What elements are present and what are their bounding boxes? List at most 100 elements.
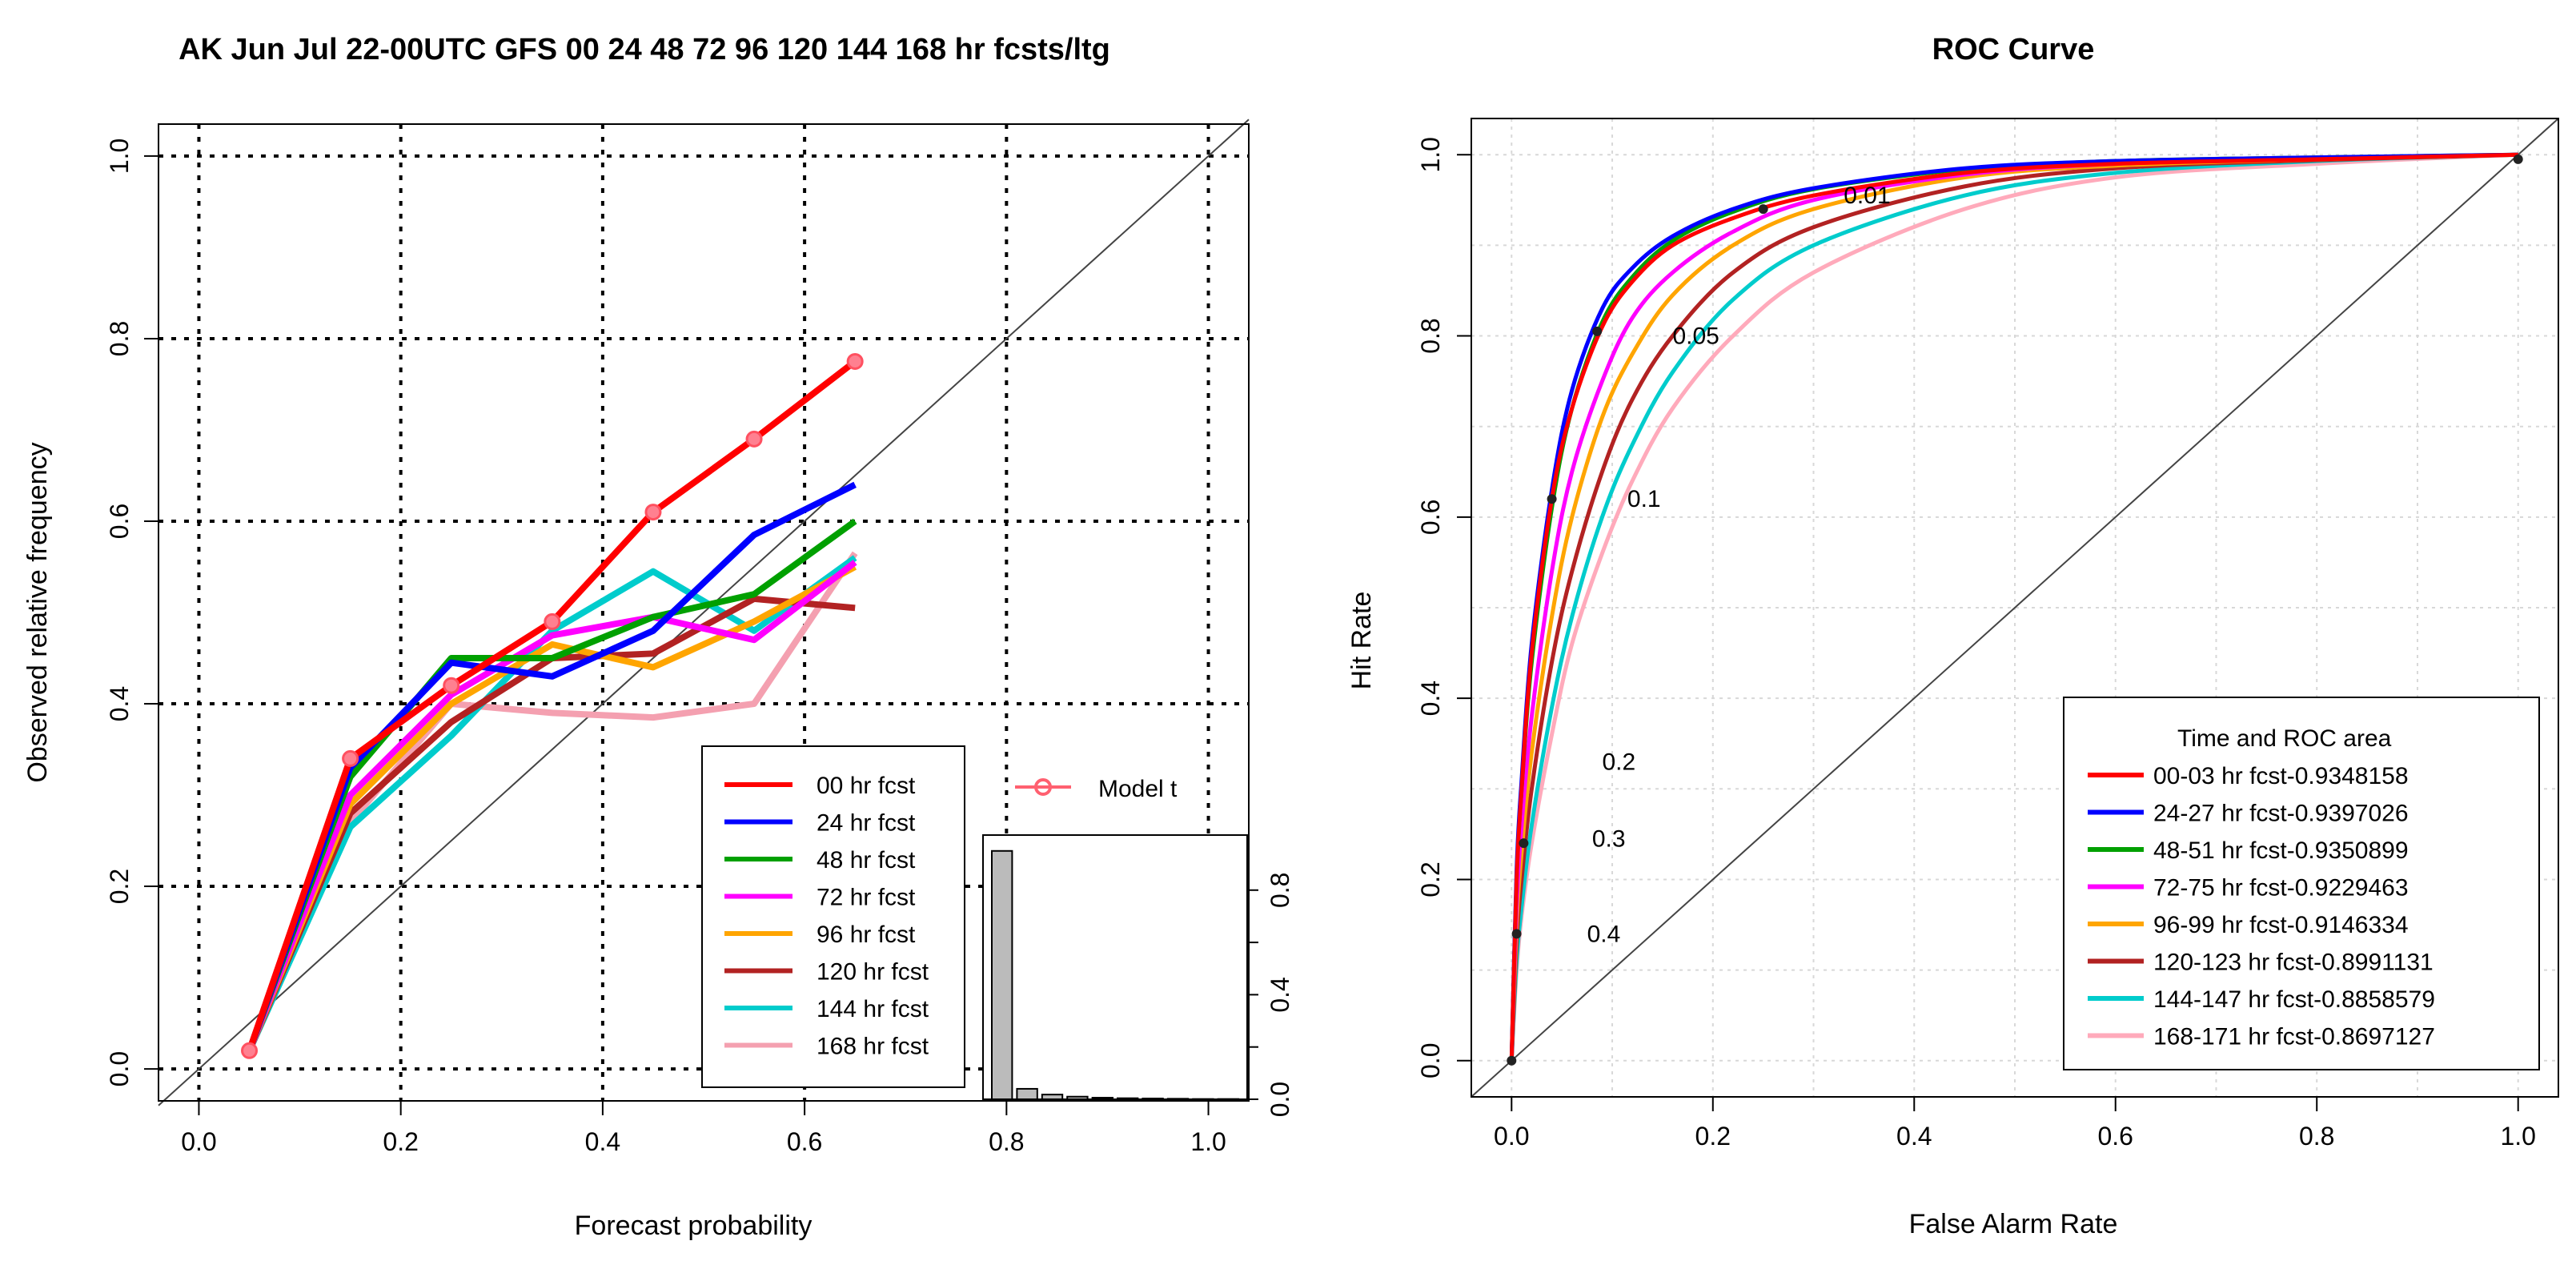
x-tick-label-5: 1.0	[1190, 1127, 1226, 1156]
inset-histogram: 0.0 0.4 0.8	[982, 834, 1294, 1117]
model-point-3	[544, 612, 561, 630]
model-point-5	[745, 430, 763, 448]
legend-label-4: 96 hr fcst	[817, 922, 916, 948]
reliability-series	[241, 352, 864, 1059]
roc-annotation-3: 0.2	[1602, 749, 1635, 775]
reliability-x-ticks: 0.0 0.2 0.4 0.6 0.8 1.0	[181, 1101, 1226, 1156]
roc-x-ticks: 0.0 0.2 0.4 0.6 0.8 1.0	[1494, 1097, 2536, 1151]
histogram-bar-6	[1142, 1098, 1164, 1100]
roc-legend-label-0: 00-03 hr fcst-0.9348158	[2153, 763, 2409, 789]
roc-line-6	[1509, 152, 2518, 1061]
reliability-y-ticks: 0.0 0.2 0.4 0.6 0.8 1.0	[105, 139, 158, 1086]
roc-plot-frame	[1471, 118, 2559, 1098]
roc-marker-6	[2513, 154, 2523, 164]
reliability-legend-box	[701, 745, 965, 1088]
histogram-bar-0	[991, 849, 1013, 1100]
model-point-1	[342, 749, 359, 767]
roc-marker-1	[1511, 929, 1522, 939]
histogram-bar-4	[1091, 1097, 1113, 1100]
roc-y-label: Hit Rate	[1346, 592, 1377, 690]
x-tick-label-3: 0.6	[787, 1127, 822, 1156]
reliability-diagonal	[158, 118, 1250, 1106]
roc-legend-box	[2063, 697, 2540, 1070]
reliability-legend: 00 hr fcst 24 hr fcst 48 hr fcst 72 hr fcst…	[701, 745, 965, 1088]
roc-y-tick-label-2: 0.4	[1416, 681, 1445, 716]
x-tick-label-2: 0.4	[585, 1127, 620, 1156]
reliability-y-label: Observed relative frequency	[22, 442, 53, 782]
legend-label-5: 120 hr fcst	[817, 959, 929, 986]
reliability-line-4	[246, 564, 857, 1052]
roc-y-tick-label-5: 1.0	[1416, 137, 1445, 172]
model-point-2	[443, 677, 460, 694]
legend-label-3: 72 hr fcst	[817, 885, 916, 911]
inset-frame	[982, 834, 1248, 1100]
roc-series	[1509, 152, 2518, 1061]
roc-legend-label-3: 72-75 hr fcst-0.9229463	[2153, 875, 2409, 902]
legend-label-2: 48 hr fcst	[817, 847, 916, 873]
roc-legend-title: Time and ROC area	[2177, 725, 2392, 752]
roc-chart: ROC Curve 0.01 0.05 0.1 0.2 0.3 0.4 0.0 0.2 0.4…	[1346, 33, 2559, 1239]
histogram-bar-1	[1016, 1087, 1038, 1100]
reliability-x-label: Forecast probability	[575, 1211, 813, 1241]
roc-marker-3	[1547, 494, 1557, 504]
histogram-bar-3	[1066, 1095, 1089, 1101]
roc-y-ticks: 0.0 0.2 0.4 0.6 0.8 1.0	[1416, 137, 1471, 1078]
y-tick-label-4: 0.8	[105, 321, 134, 356]
legend-label-0: 00 hr fcst	[817, 773, 916, 799]
roc-legend-label-1: 24-27 hr fcst-0.9397026	[2153, 801, 2409, 827]
x-tick-label-4: 0.8	[989, 1127, 1024, 1156]
y-tick-label-1: 0.2	[105, 869, 134, 904]
roc-legend-label-2: 48-51 hr fcst-0.9350899	[2153, 837, 2409, 864]
roc-marker-2	[1519, 838, 1529, 849]
model-legend-marker	[1034, 778, 1052, 796]
roc-annotation-2: 0.1	[1627, 486, 1661, 512]
roc-marker-4	[1592, 326, 1603, 336]
x-tick-label-1: 0.2	[383, 1127, 418, 1156]
roc-line-0	[1509, 152, 2518, 1061]
roc-y-tick-label-1: 0.2	[1416, 861, 1445, 897]
histogram-bar-5	[1117, 1097, 1139, 1100]
roc-threshold-markers	[1507, 154, 2523, 1066]
reliability-chart: AK Jun Jul 22-00UTC GFS 00 24 48 72 96 1…	[22, 33, 1294, 1241]
roc-marker-5	[1758, 204, 1768, 215]
y-tick-label-5: 1.0	[105, 139, 134, 174]
reliability-grid	[158, 124, 1249, 1101]
roc-legend-label-5: 120-123 hr fcst-0.8991131	[2153, 950, 2434, 976]
legend-label-7: 168 hr fcst	[817, 1034, 929, 1060]
reliability-line-3	[246, 560, 857, 1052]
reliability-line-6	[246, 555, 857, 1052]
y-tick-label-2: 0.4	[105, 686, 134, 721]
y-tick-label-3: 0.6	[105, 504, 134, 539]
roc-legend-label-6: 144-147 hr fcst-0.8858579	[2153, 986, 2435, 1013]
model-legend: Model t	[1015, 776, 1178, 802]
legend-label-1: 24 hr fcst	[817, 810, 916, 837]
roc-marker-0	[1507, 1055, 1517, 1066]
inset-tick-label-2: 0.8	[1266, 873, 1294, 908]
roc-annotation-1: 0.05	[1672, 323, 1719, 350]
roc-line-5	[1509, 152, 2518, 1061]
roc-x-tick-label-0: 0.0	[1494, 1122, 1529, 1151]
roc-annotation-0: 0.01	[1844, 183, 1890, 209]
inset-tick-label-0: 0.0	[1266, 1082, 1294, 1117]
model-point-4	[644, 504, 662, 521]
reliability-plot-frame	[158, 123, 1250, 1102]
roc-y-tick-label-3: 0.6	[1416, 500, 1445, 535]
roc-y-tick-label-0: 0.0	[1416, 1042, 1445, 1078]
roc-x-tick-label-2: 0.4	[1896, 1122, 1932, 1151]
roc-x-tick-label-3: 0.6	[2097, 1122, 2133, 1151]
roc-annotation-4: 0.3	[1592, 826, 1626, 853]
roc-annotation-5: 0.4	[1587, 921, 1621, 947]
roc-legend: Time and ROC area 00-03 hr fcst-0.934815…	[2063, 697, 2540, 1070]
roc-legend-label-4: 96-99 hr fcst-0.9146334	[2153, 912, 2409, 938]
histogram-bar-2	[1041, 1094, 1064, 1100]
reliability-title: AK Jun Jul 22-00UTC GFS 00 24 48 72 96 1…	[179, 33, 1110, 66]
roc-y-tick-label-4: 0.8	[1416, 318, 1445, 353]
roc-title: ROC Curve	[1932, 33, 2095, 66]
roc-x-label: False Alarm Rate	[1909, 1209, 2118, 1239]
roc-x-tick-label-4: 0.8	[2299, 1122, 2334, 1151]
y-tick-label-0: 0.0	[105, 1051, 134, 1086]
roc-legend-label-7: 168-171 hr fcst-0.8697127	[2153, 1024, 2435, 1050]
roc-diagonal	[1471, 118, 2559, 1098]
model-point-6	[846, 352, 864, 370]
